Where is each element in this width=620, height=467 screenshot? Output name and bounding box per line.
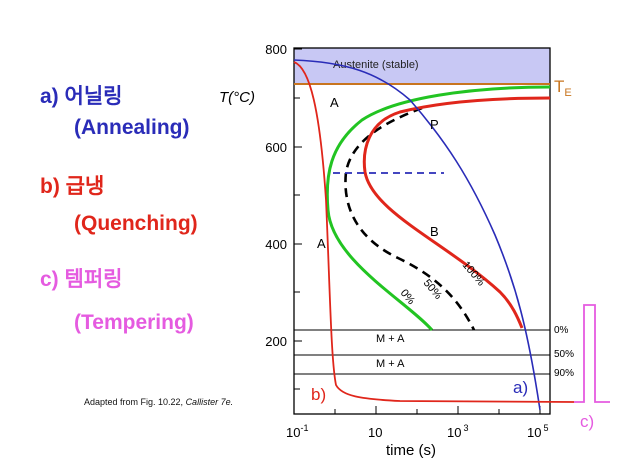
y-tick-label: 200 [265,334,287,349]
x-axis-label: time (s) [386,442,436,459]
path-label-c: c) [580,412,594,431]
y-ticks [294,48,302,390]
martensite-label: M + A [376,333,405,345]
tempering-english: (Tempering) [74,311,194,334]
x-tick-label: 10-1 [286,423,308,440]
curve-label: 0% [398,287,418,307]
x-tick-label: 10 3 [447,423,468,440]
annealing-path [293,59,541,411]
path-label-a: a) [513,378,528,397]
tempering-path [574,304,610,403]
quenching-path [293,61,575,403]
region-label: P [430,117,439,132]
tempering-korean: c) 템퍼링 [40,268,123,291]
te-label: TE [554,77,572,99]
x-tick-label: 10 5 [527,423,548,440]
region-label: B [430,224,439,239]
curve-label: 100% [460,259,487,288]
x-tick-label: 10 [368,425,382,440]
austenite-label: Austenite (stable) [333,59,419,71]
annealing-korean: a) 어닐링 [40,85,123,108]
annealing-english: (Annealing) [74,116,190,139]
y-tick-label: 600 [265,140,287,155]
austenite-region [294,48,550,84]
y-tick-label: 800 [265,42,287,57]
quenching-english: (Quenching) [74,212,198,235]
curve-50-percent [344,106,476,331]
y-axis-label: T(°C) [219,89,255,106]
curve-0-percent [325,85,551,332]
martensite-pct: 90% [554,368,574,379]
path-label-b: b) [311,385,326,404]
plot-frame [293,47,551,415]
quenching-korean: b) 급냉 [40,175,105,198]
region-label: A [317,236,326,251]
y-tick-label: 400 [265,237,287,252]
martensite-pct: 0% [554,325,569,336]
figure-credit: Adapted from Fig. 10.22, Callister 7e. [84,397,234,407]
martensite-lines [294,329,550,375]
curve-100-percent [362,96,551,329]
curve-label: 50% [421,277,444,302]
region-label: A [330,95,339,110]
x-ticks [293,406,541,414]
martensite-pct: 50% [554,349,574,360]
martensite-label: M + A [376,358,405,370]
